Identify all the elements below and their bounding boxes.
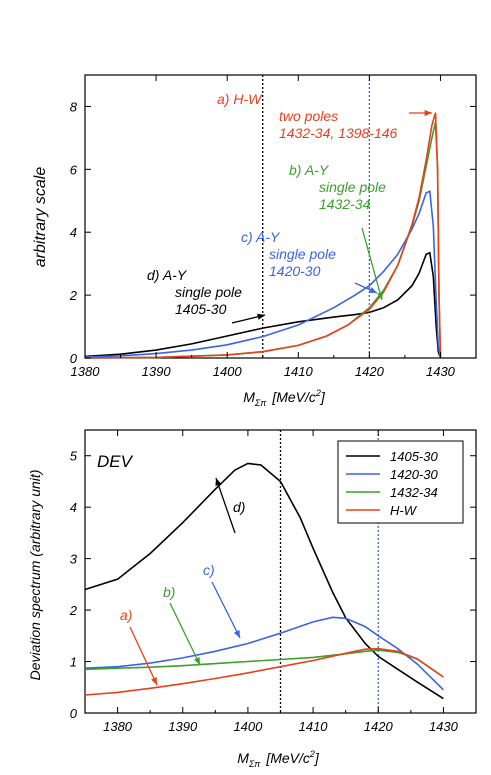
x-tick-label: 1390 <box>168 719 198 734</box>
series-line-1405-30 <box>84 251 442 359</box>
bottom-panel: a)b)c)d) 1380 1390 1400 1410 1420 1430012345 … <box>27 429 477 769</box>
bottom-title: DEV <box>97 452 134 471</box>
annotation-a: a) H-Wtwo poles 1432-34, 1398-146 <box>217 91 398 141</box>
x-tick-label: 1410 <box>299 719 329 734</box>
series-line-1405-30 <box>84 462 444 700</box>
annotation-b: b) <box>163 584 175 600</box>
top-plot-frame <box>84 74 477 359</box>
annotation-d: d) A-Y single pole 1405-30 <box>147 267 242 317</box>
arrowhead-a <box>151 677 157 685</box>
annotation-d: d) <box>233 499 245 515</box>
y-tick-label: 5 <box>70 449 78 464</box>
y-tick-label: 6 <box>70 162 78 177</box>
y-tick-label: 4 <box>70 500 77 515</box>
annotation-a: a) <box>120 607 132 623</box>
annotation-arrow-b <box>361 227 383 301</box>
top-panel: a) H-Wtwo poles 1432-34, 1398-146 b) A-Y si… <box>32 74 477 408</box>
y-tick-label: 2 <box>69 603 78 618</box>
annotation-b: b) A-Y single pole 1432-34 <box>289 162 386 212</box>
bottom-y-axis-label: Deviation spectrum (arbitrary unit) <box>27 470 43 681</box>
x-tick-label: 1420 <box>355 364 385 379</box>
arrowhead-b <box>377 292 384 300</box>
bottom-x-axis-label: MΣπ [MeV/c2] <box>237 749 320 769</box>
arrowhead-d <box>257 313 265 320</box>
legend-label-1405-30: 1405-30 <box>390 449 438 464</box>
arrowhead-c <box>233 630 240 638</box>
legend-label-1420-30: 1420-30 <box>390 467 438 482</box>
annotation-c: c) <box>203 562 215 578</box>
top-y-axis-label: arbitrary scale <box>32 167 49 268</box>
y-tick-label: 0 <box>70 351 78 366</box>
x-tick-label: 1410 <box>284 364 314 379</box>
series-line-1420-30 <box>84 616 444 691</box>
arrowhead-a <box>424 109 432 117</box>
x-tick-label: 1400 <box>233 719 263 734</box>
arrowhead-c <box>369 287 377 293</box>
y-tick-label: 4 <box>70 225 77 240</box>
annotation-arrow-d <box>215 477 236 534</box>
annotation-arrow-c <box>211 581 241 639</box>
y-tick-label: 3 <box>70 552 78 567</box>
y-tick-label: 2 <box>69 288 78 303</box>
y-tick-label: 1 <box>70 655 77 670</box>
legend-label-H-W: H-W <box>390 503 418 518</box>
annotation-arrow-a <box>129 626 158 686</box>
annotation-c: c) A-Y single pole 1420-30 <box>241 229 336 279</box>
series-line-H-W <box>84 112 442 359</box>
arrowhead-d <box>215 478 222 486</box>
top-x-axis-label: MΣπ [MeV/c2] <box>243 388 326 408</box>
y-tick-label: 8 <box>70 99 78 114</box>
x-tick-label: 1420 <box>364 719 394 734</box>
x-tick-label: 1430 <box>426 364 456 379</box>
arrowhead-b <box>193 657 200 665</box>
x-tick-label: 1390 <box>142 364 172 379</box>
x-tick-label: 1380 <box>103 719 133 734</box>
x-tick-label: 1430 <box>429 719 459 734</box>
annotation-arrow-b <box>169 602 201 666</box>
legend-label-1432-34: 1432-34 <box>390 485 438 500</box>
x-tick-label: 1380 <box>71 364 101 379</box>
series-line-1432-34 <box>84 649 444 678</box>
x-tick-label: 1400 <box>213 364 243 379</box>
legend: 1405-30 1420-30 1432-34 H-W <box>337 440 464 524</box>
y-tick-label: 0 <box>70 706 78 721</box>
series-line-H-W <box>84 647 444 696</box>
